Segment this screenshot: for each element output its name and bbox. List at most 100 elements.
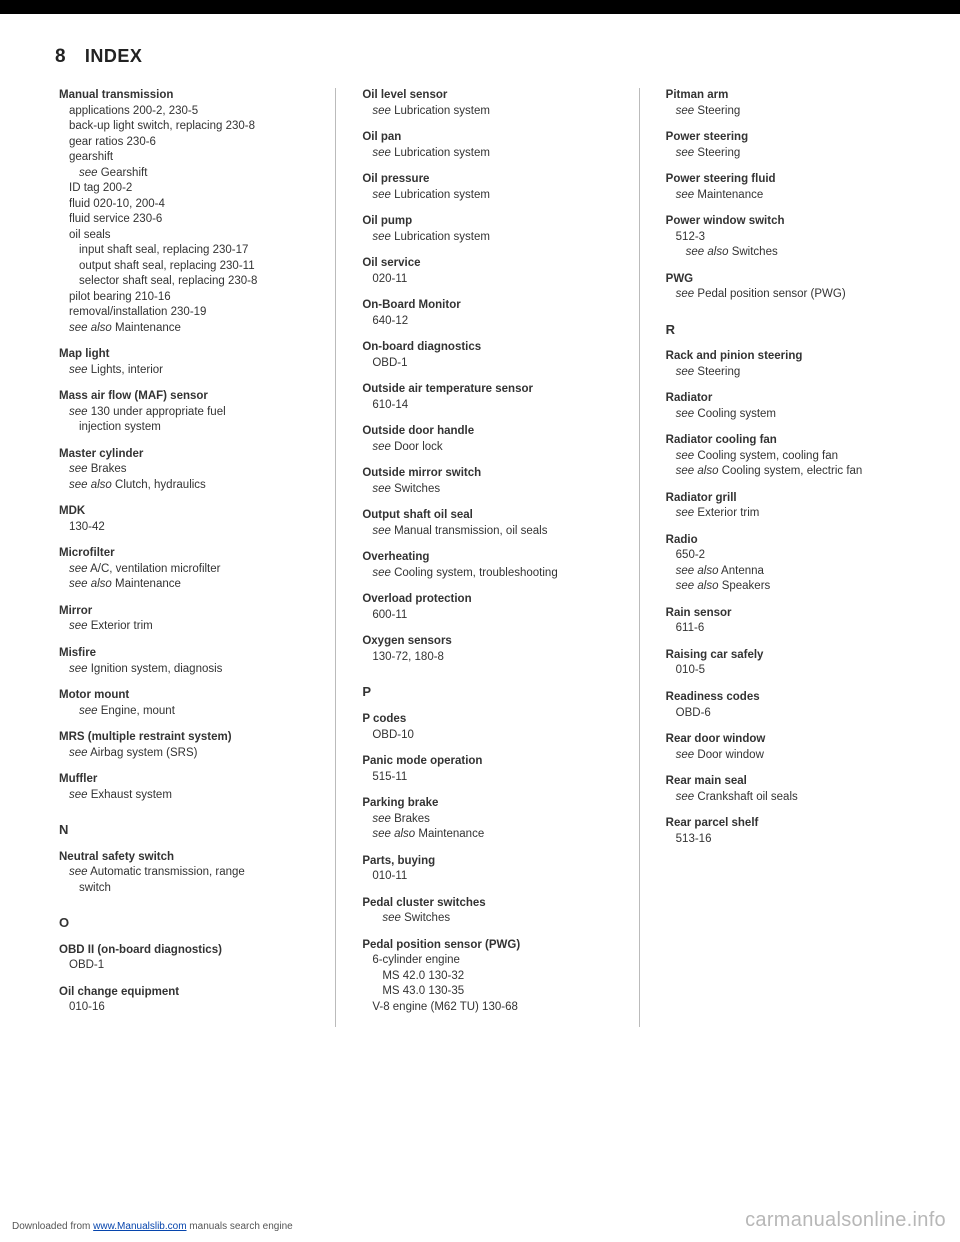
index-entry: Parking brakesee Brakessee also Maintena…: [362, 796, 612, 843]
index-entry-title: Panic mode operation: [362, 754, 612, 770]
index-entry: Oil pansee Lubrication system: [362, 130, 612, 161]
index-entry-title: Radiator cooling fan: [666, 433, 916, 449]
index-subentry: 010-11: [362, 869, 612, 885]
index-entry: Pedal position sensor (PWG)6-cylinder en…: [362, 938, 612, 1016]
index-subentry: see also Maintenance: [59, 577, 309, 593]
index-entry: Oil pumpsee Lubrication system: [362, 214, 612, 245]
footer-link[interactable]: www.Manualslib.com: [93, 1221, 186, 1232]
index-subentry: 130-72, 180-8: [362, 650, 612, 666]
index-subentry: gearshift: [59, 150, 309, 166]
index-entry-title: Outside door handle: [362, 424, 612, 440]
index-entry: Radiatorsee Cooling system: [666, 391, 916, 422]
index-entry-title: Oxygen sensors: [362, 634, 612, 650]
index-entry-title: P codes: [362, 712, 612, 728]
index-entry-title: Overheating: [362, 550, 612, 566]
index-subentry: 611-6: [666, 621, 916, 637]
index-entry-title: Rear door window: [666, 732, 916, 748]
index-entry: Mufflersee Exhaust system: [59, 772, 309, 803]
index-entry: Neutral safety switchsee Automatic trans…: [59, 850, 309, 897]
index-entry-title: Master cylinder: [59, 447, 309, 463]
index-subentry: see Cooling system, troubleshooting: [362, 566, 612, 582]
section-letter: P: [362, 683, 612, 701]
column-separator: [639, 88, 640, 1027]
index-entry-title: Mirror: [59, 604, 309, 620]
index-entry: Pitman armsee Steering: [666, 88, 916, 119]
index-entry: Pedal cluster switchessee Switches: [362, 896, 612, 927]
footer: Downloaded from www.Manualslib.com manua…: [12, 1221, 293, 1232]
index-subentry: 515-11: [362, 770, 612, 786]
index-entry: Radiator cooling fansee Cooling system, …: [666, 433, 916, 480]
index-entry-title: Oil level sensor: [362, 88, 612, 104]
index-subentry: fluid service 230-6: [59, 212, 309, 228]
index-subentry: see Steering: [666, 365, 916, 381]
index-entry-title: Raising car safely: [666, 648, 916, 664]
index-subentry: OBD-10: [362, 728, 612, 744]
index-entry-title: Parking brake: [362, 796, 612, 812]
index-content: Manual transmissionapplications 200-2, 2…: [0, 88, 960, 1027]
index-subentry: MS 43.0 130-35: [362, 984, 612, 1000]
index-entry-title: Readiness codes: [666, 690, 916, 706]
index-entry: Microfiltersee A/C, ventilation microfil…: [59, 546, 309, 593]
index-entry-title: Mass air flow (MAF) sensor: [59, 389, 309, 405]
index-entry-title: Muffler: [59, 772, 309, 788]
index-entry: Mass air flow (MAF) sensorsee 130 under …: [59, 389, 309, 436]
index-subentry: see Ignition system, diagnosis: [59, 662, 309, 678]
index-subentry: 600-11: [362, 608, 612, 624]
index-subentry: 640-12: [362, 314, 612, 330]
index-entry-title: Parts, buying: [362, 854, 612, 870]
index-subentry: see Steering: [666, 104, 916, 120]
index-entry: Master cylindersee Brakessee also Clutch…: [59, 447, 309, 494]
index-entry: Manual transmissionapplications 200-2, 2…: [59, 88, 309, 336]
index-entry-title: Oil service: [362, 256, 612, 272]
index-column-2: Oil level sensorsee Lubrication systemOi…: [358, 88, 616, 1027]
index-subentry: 130-42: [59, 520, 309, 536]
watermark: carmanualsonline.info: [745, 1209, 946, 1232]
index-subentry: see Crankshaft oil seals: [666, 790, 916, 806]
index-entry-title: Radio: [666, 533, 916, 549]
index-entry: Motor mountsee Engine, mount: [59, 688, 309, 719]
index-entry-title: Rain sensor: [666, 606, 916, 622]
index-entry: Oil change equipment010-16: [59, 985, 309, 1016]
index-subentry: switch: [59, 881, 309, 897]
index-entry-title: Oil change equipment: [59, 985, 309, 1001]
index-entry: Map lightsee Lights, interior: [59, 347, 309, 378]
index-subentry: see Gearshift: [59, 166, 309, 182]
index-subentry: see Lubrication system: [362, 104, 612, 120]
index-entry: Mirrorsee Exterior trim: [59, 604, 309, 635]
index-subentry: see Cooling system: [666, 407, 916, 423]
index-subentry: see Brakes: [362, 812, 612, 828]
index-entry: Rack and pinion steeringsee Steering: [666, 349, 916, 380]
index-entry-title: Pedal cluster switches: [362, 896, 612, 912]
index-entry: Oil level sensorsee Lubrication system: [362, 88, 612, 119]
index-subentry: see also Maintenance: [59, 321, 309, 337]
index-entry-title: Radiator: [666, 391, 916, 407]
index-subentry: see Manual transmission, oil seals: [362, 524, 612, 540]
index-subentry: fluid 020-10, 200-4: [59, 197, 309, 213]
index-subentry: see also Cooling system, electric fan: [666, 464, 916, 480]
index-subentry: see 130 under appropriate fuel: [59, 405, 309, 421]
index-entry-title: Rear parcel shelf: [666, 816, 916, 832]
index-entry-title: PWG: [666, 272, 916, 288]
index-subentry: see also Antenna: [666, 564, 916, 580]
index-entry-title: Power window switch: [666, 214, 916, 230]
index-subentry: see Maintenance: [666, 188, 916, 204]
index-entry: Power steering fluidsee Maintenance: [666, 172, 916, 203]
index-entry: OBD II (on-board diagnostics)OBD-1: [59, 943, 309, 974]
index-entry-title: On-Board Monitor: [362, 298, 612, 314]
index-subentry: 6-cylinder engine: [362, 953, 612, 969]
index-subentry: 010-5: [666, 663, 916, 679]
index-subentry: see Steering: [666, 146, 916, 162]
index-subentry: see Exterior trim: [666, 506, 916, 522]
index-subentry: see Airbag system (SRS): [59, 746, 309, 762]
index-entry: Power steeringsee Steering: [666, 130, 916, 161]
index-subentry: output shaft seal, replacing 230-11: [59, 259, 309, 275]
index-subentry: OBD-1: [362, 356, 612, 372]
index-entry: Power window switch512-3see also Switche…: [666, 214, 916, 261]
page-header: 8 INDEX: [0, 14, 960, 88]
index-entry-title: Outside air temperature sensor: [362, 382, 612, 398]
index-entry-title: Overload protection: [362, 592, 612, 608]
index-entry-title: Power steering fluid: [666, 172, 916, 188]
index-entry: PWGsee Pedal position sensor (PWG): [666, 272, 916, 303]
index-entry: Rear door windowsee Door window: [666, 732, 916, 763]
index-subentry: see Switches: [362, 482, 612, 498]
